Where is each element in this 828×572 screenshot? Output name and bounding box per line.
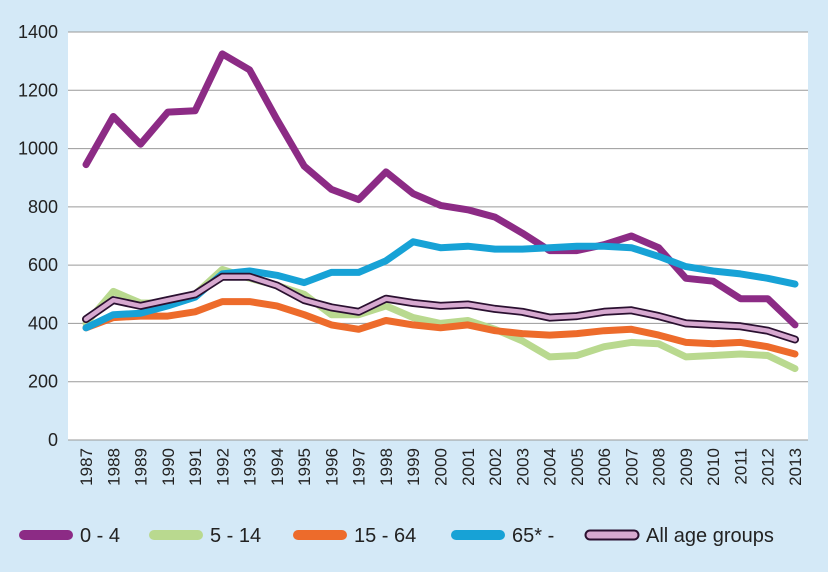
x-tick-label: 2011 [731,448,750,485]
y-tick-label: 1000 [18,139,58,159]
x-tick-label: 1990 [159,448,178,486]
y-tick-label: 1400 [18,22,58,42]
y-tick-label: 1200 [18,80,58,100]
legend-label-5-14: 5 - 14 [210,525,261,547]
x-tick-label: 1989 [132,448,151,486]
x-tick-label: 2008 [650,448,669,486]
x-tick-label: 2000 [432,448,451,486]
x-tick-label: 1997 [350,448,369,486]
y-tick-label: 200 [28,372,58,392]
x-tick-label: 1987 [77,448,96,486]
x-tick-label: 2005 [568,448,587,486]
x-tick-label: 2012 [759,448,778,486]
x-tick-label: 2002 [486,448,505,486]
x-tick-label: 1999 [404,448,423,486]
x-tick-label: 1996 [322,448,341,486]
legend-label-65: 65* - [512,525,554,547]
x-tick-label: 1991 [186,448,205,486]
x-tick-label: 1993 [241,448,260,486]
x-tick-label: 2004 [541,448,560,486]
y-tick-label: 600 [28,255,58,275]
x-tick-label: 1998 [377,448,396,486]
y-axis-ticks: 0 200 400 600 800 1000 1200 1400 [18,22,58,450]
x-tick-label: 1992 [213,448,232,486]
legend-label-all-age-groups: All age groups [646,525,774,547]
x-tick-label: 2006 [595,448,614,486]
y-tick-label: 400 [28,313,58,333]
series-line-all-age-groups [83,274,798,342]
x-tick-label: 2007 [622,448,641,486]
series-lines [82,50,799,373]
x-tick-label: 1994 [268,448,287,486]
x-tick-label: 2010 [704,448,723,486]
x-tick-label: 2003 [513,448,532,486]
legend-label-0-4: 0 - 4 [80,525,120,547]
x-tick-label: 1995 [295,448,314,486]
x-tick-label: 2009 [677,448,696,486]
x-tick-label: 2013 [786,448,805,486]
legend: 0 - 4 5 - 14 15 - 64 65* - All age groups [19,525,774,547]
legend-label-15-64: 15 - 64 [354,525,416,547]
series-line-0-4 [82,50,799,329]
y-tick-label: 800 [28,197,58,217]
x-axis-ticks: 1987 1988 1989 1990 1991 1992 1993 1994 1995 1996… [77,448,805,486]
series-line-15-64 [82,298,799,358]
x-tick-label: 1988 [104,448,123,486]
y-tick-label: 0 [48,430,58,450]
plot-background [68,32,808,440]
x-tick-label: 2001 [459,448,478,486]
